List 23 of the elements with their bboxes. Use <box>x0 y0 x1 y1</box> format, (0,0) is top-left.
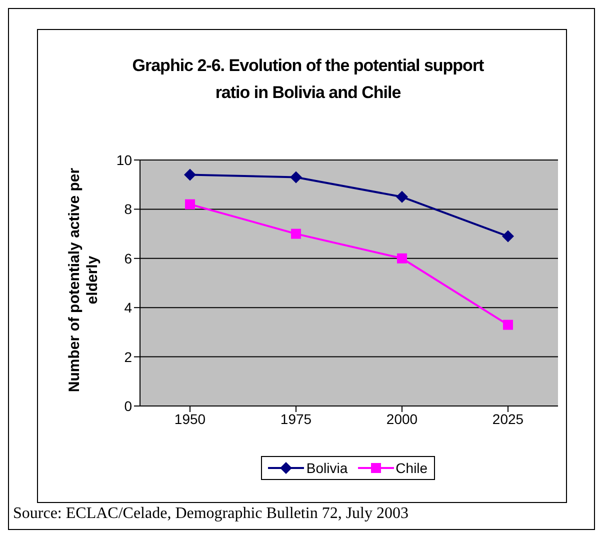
point <box>396 190 408 203</box>
point <box>290 171 302 184</box>
y-tick-label: 10 <box>116 152 132 168</box>
x-tick-label: 2025 <box>492 410 524 427</box>
point <box>397 253 407 264</box>
x-tick-label: 1950 <box>174 410 206 427</box>
y-tick-label: 2 <box>124 348 132 365</box>
y-tick-label: 8 <box>124 201 132 218</box>
point <box>502 230 514 242</box>
point <box>503 320 513 330</box>
x-tick-label: 1975 <box>280 410 312 427</box>
y-tick-label: 6 <box>124 250 132 266</box>
x-tick-label: 2000 <box>386 410 418 427</box>
point <box>185 199 195 210</box>
source-note: Source: ECLAC/Celade, Demographic Bulletin 72, July 2003 <box>13 505 408 523</box>
chart-title: Graphic 2-6. Evolution of the potential support ratio in Bolivia and Chile <box>131 55 485 104</box>
y-axis-title: Number of potentialy active per elderly <box>66 166 102 394</box>
point <box>291 228 301 239</box>
y-tick-label: 4 <box>124 300 132 316</box>
legend-label: Bolivia <box>305 460 348 476</box>
y-tick-label: 0 <box>124 398 132 414</box>
legend-label: Chile <box>394 460 428 476</box>
point <box>184 168 196 181</box>
